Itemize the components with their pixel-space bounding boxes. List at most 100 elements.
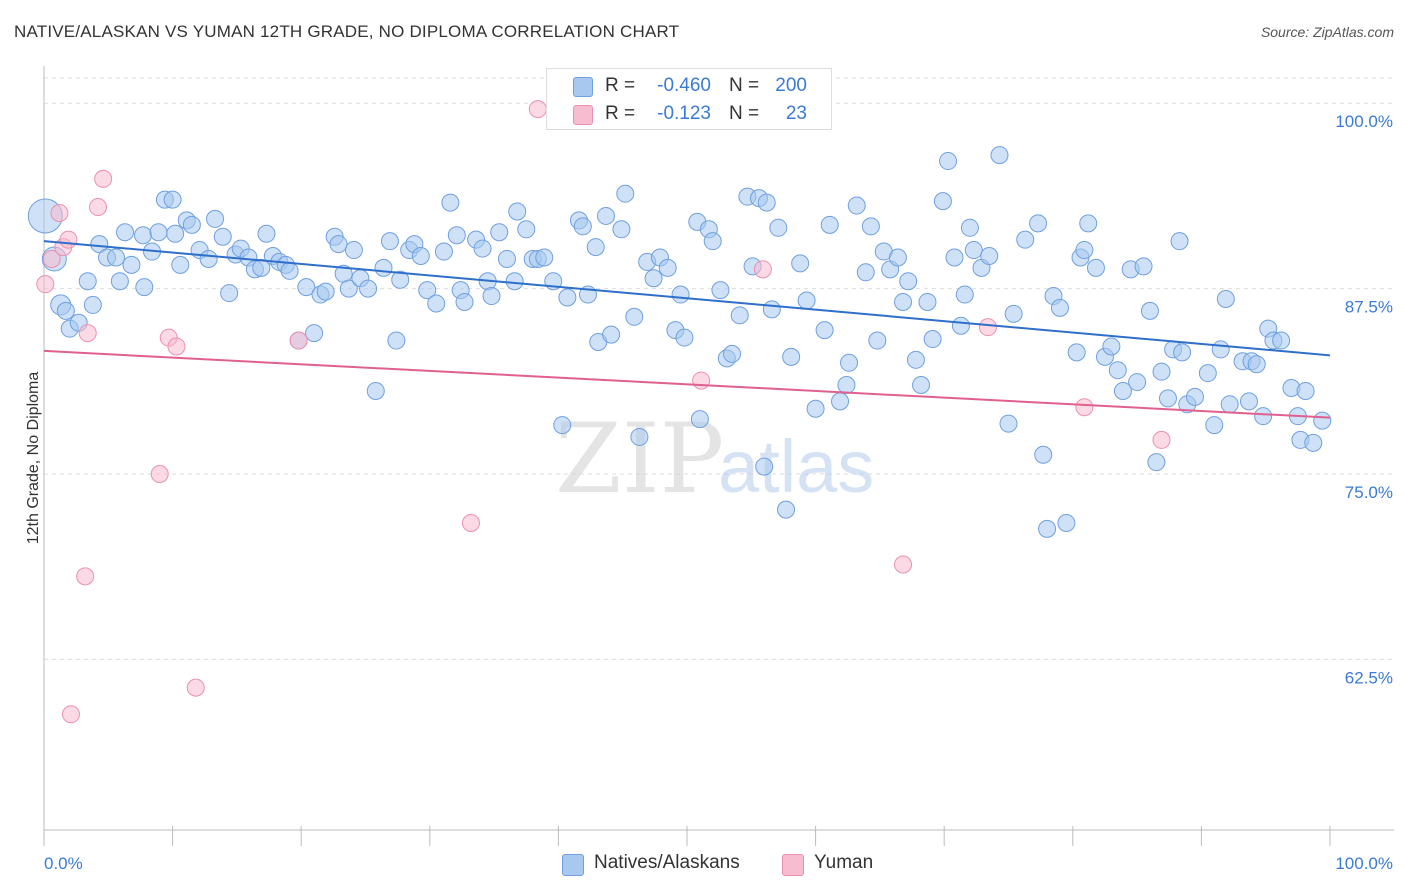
trend-line-natives (43, 240, 1331, 357)
chart-title: NATIVE/ALASKAN VS YUMAN 12TH GRADE, NO D… (14, 22, 680, 41)
data-point-natives (918, 292, 937, 311)
n-label: N = (729, 103, 760, 124)
yuman-swatch (573, 105, 593, 125)
stats-legend: R = -0.460 N = 200 R = -0.123 N = 23 (546, 68, 832, 130)
natives-legend-swatch (562, 854, 584, 876)
data-point-natives (149, 223, 168, 242)
data-point-natives (1152, 362, 1171, 381)
data-point-yuman (692, 371, 711, 390)
stats-row-yuman: R = -0.123 N = 23 (547, 101, 831, 127)
data-point-natives (1304, 433, 1323, 452)
data-point-yuman (186, 678, 205, 697)
data-point-natives (434, 242, 453, 261)
x-tick-label-start: 0.0% (44, 854, 83, 873)
data-point-natives (960, 218, 979, 237)
data-point-yuman (50, 203, 69, 222)
data-point-natives (1134, 257, 1153, 276)
data-point-natives (316, 282, 335, 301)
data-point-natives (1108, 361, 1127, 380)
data-point-yuman (461, 513, 480, 532)
data-point-yuman (62, 705, 81, 724)
data-point-natives (837, 376, 856, 395)
data-point-natives (1198, 364, 1217, 383)
data-point-yuman (894, 555, 913, 574)
data-point-natives (134, 226, 153, 245)
data-point-natives (888, 248, 907, 267)
y-tick-label: 87.5% (1345, 298, 1393, 317)
data-point-natives (1057, 513, 1076, 532)
data-point-natives (391, 270, 410, 289)
data-point-natives (782, 347, 801, 366)
data-point-natives (297, 278, 316, 297)
data-point-yuman (1075, 398, 1094, 417)
data-point-natives (1147, 453, 1166, 472)
data-point-natives (1067, 343, 1086, 362)
data-point-natives (305, 324, 324, 343)
data-point-natives (427, 294, 446, 313)
data-point-natives (163, 190, 182, 209)
data-point-natives (612, 220, 631, 239)
data-point-natives (482, 287, 501, 306)
x-tick-label-end: 100.0% (1335, 854, 1393, 873)
source-label: Source: ZipAtlas.com (1260, 24, 1394, 40)
legend-label: Yuman (814, 852, 874, 873)
data-point-natives (894, 292, 913, 311)
data-point-natives (380, 232, 399, 251)
data-point-yuman (753, 260, 772, 279)
data-point-natives (955, 285, 974, 304)
data-point-natives (602, 325, 621, 344)
data-point-natives (329, 235, 348, 254)
n-label: N = (729, 75, 760, 96)
data-point-natives (1075, 241, 1094, 260)
data-point-natives (473, 239, 492, 258)
watermark: ZIP atlas (555, 403, 874, 515)
data-point-natives (517, 220, 536, 239)
data-point-yuman (76, 567, 95, 586)
data-point-natives (1016, 230, 1035, 249)
data-point-natives (411, 246, 430, 265)
data-point-natives (762, 300, 781, 319)
data-point-yuman (289, 331, 308, 350)
data-point-natives (933, 192, 952, 211)
n-value: 23 (785, 103, 807, 124)
data-point-natives (1296, 381, 1315, 400)
data-point-natives (806, 399, 825, 418)
data-point-natives (723, 344, 742, 363)
data-point-natives (1102, 337, 1121, 356)
grid-lines (44, 77, 1394, 660)
data-point-natives (206, 209, 225, 228)
data-point-natives (586, 238, 605, 257)
data-point-natives (1113, 381, 1132, 400)
data-point-natives (508, 202, 527, 221)
data-point-natives (1205, 416, 1224, 435)
data-point-natives (1034, 445, 1053, 464)
data-point-natives (171, 255, 190, 274)
data-point-natives (110, 272, 129, 291)
data-point-natives (797, 291, 816, 310)
data-point-natives (847, 196, 866, 215)
data-point-natives (374, 258, 393, 277)
data-point-natives (658, 258, 677, 277)
data-point-yuman (36, 275, 55, 294)
data-point-natives (182, 215, 201, 234)
data-point-natives (553, 416, 572, 435)
data-point-natives (703, 232, 722, 251)
data-point-natives (777, 500, 796, 519)
data-point-yuman (94, 169, 113, 188)
data-point-natives (558, 288, 577, 307)
data-point-natives (1211, 340, 1230, 359)
data-point-natives (923, 330, 942, 349)
data-point-natives (791, 254, 810, 273)
data-point-natives (490, 223, 509, 242)
data-point-natives (630, 427, 649, 446)
data-point-yuman (978, 318, 997, 337)
r-value: -0.123 (657, 103, 711, 124)
data-point-natives (616, 184, 635, 203)
y-tick-label: 75.0% (1345, 483, 1393, 502)
data-point-natives (711, 281, 730, 300)
data-point-natives (1254, 407, 1273, 426)
data-point-natives (1086, 258, 1105, 277)
data-point-natives (861, 217, 880, 236)
stats-row-natives: R = -0.460 N = 200 (547, 73, 831, 99)
